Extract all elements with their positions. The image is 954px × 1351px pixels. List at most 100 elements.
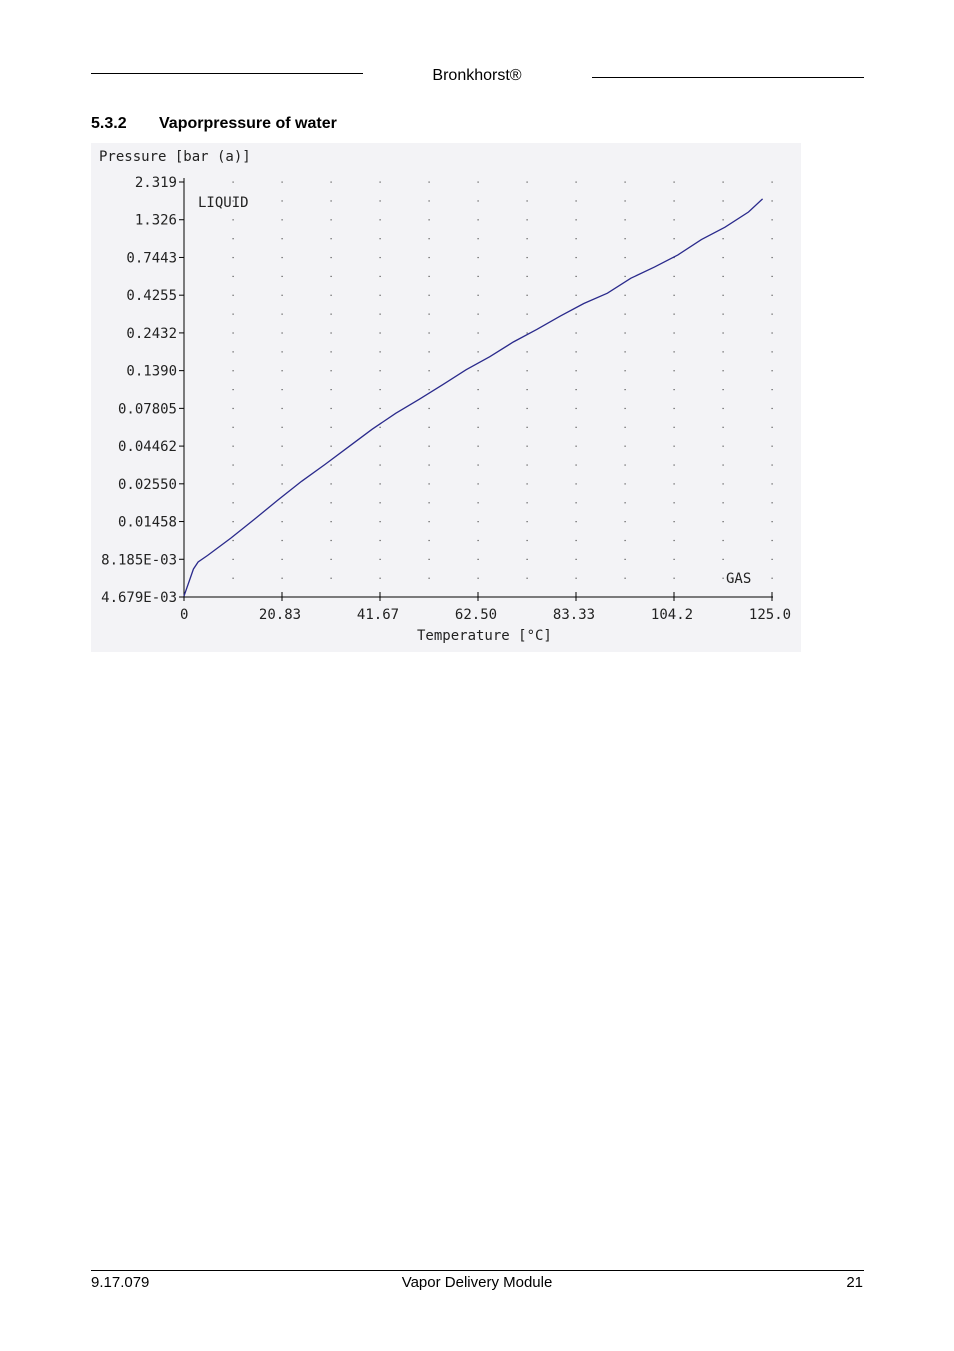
grid-dot [771, 200, 773, 202]
grid-dot [232, 407, 234, 410]
y-tick-label: 0.01458 [118, 515, 177, 531]
grid-dot [428, 313, 430, 315]
x-axis-title: Temperature [°C] [417, 628, 552, 644]
grid-dot [330, 426, 332, 428]
grid-dot [722, 200, 724, 202]
grid-dot [526, 200, 528, 202]
grid-dot [771, 464, 773, 466]
x-tick-label: 0 [180, 607, 188, 623]
grid-dot [281, 332, 283, 334]
grid-dot [477, 426, 479, 428]
grid-dot [575, 521, 577, 523]
grid-dot [379, 351, 381, 353]
vapor-pressure-chart: Pressure [bar (a)] Temperature [°C] LIQU… [99, 149, 791, 644]
grid-dot [330, 539, 332, 542]
grid-dot [428, 483, 430, 485]
y-tick-label: 0.04462 [118, 439, 177, 455]
grid-dot [232, 351, 234, 353]
grid-dot [722, 181, 724, 183]
grid-dot [771, 256, 773, 259]
x-tick-label: 41.67 [357, 607, 399, 623]
grid-dot [428, 464, 430, 466]
grid-dot [379, 200, 381, 202]
grid-dot [428, 256, 430, 259]
grid-dot [771, 181, 773, 183]
grid-dot [624, 200, 626, 202]
grid-dot [624, 539, 626, 542]
grid-dot [477, 407, 479, 410]
grid-dot [281, 294, 283, 296]
grid-dot [281, 558, 283, 560]
grid-dot [575, 464, 577, 466]
grid-dot [232, 238, 234, 240]
grid-dot [330, 294, 332, 296]
grid-dot [575, 577, 577, 579]
grid-dot [428, 539, 430, 542]
section-number: 5.3.2 [91, 115, 127, 132]
grid-dot [428, 200, 430, 202]
grid-dot [281, 389, 283, 391]
grid-dot [379, 464, 381, 466]
grid-dot [379, 502, 381, 504]
grid-dot [771, 332, 773, 334]
grid-dot [771, 577, 773, 579]
x-tick-label: 62.50 [455, 607, 497, 623]
grid-dot [526, 426, 528, 428]
grid-dot [575, 256, 577, 259]
liquid-annotation: LIQUID [198, 195, 249, 211]
grid-dot [526, 445, 528, 447]
x-tick-label: 83.33 [553, 607, 595, 623]
grid-dot [281, 539, 283, 542]
x-tick-label: 20.83 [259, 607, 301, 623]
grid-dot [428, 577, 430, 579]
grid-dot [575, 426, 577, 428]
grid-dot [673, 313, 675, 315]
y-tick-label: 0.1390 [126, 364, 177, 380]
grid-dot [477, 389, 479, 391]
grid-dot [477, 181, 479, 183]
grid-dot [722, 238, 724, 240]
grid-dot [428, 445, 430, 447]
grid-dot [379, 256, 381, 259]
y-tick-label: 0.2432 [126, 326, 177, 342]
grid-dot [477, 539, 479, 542]
grid-dot [575, 238, 577, 240]
footer-page-number: 21 [846, 1274, 863, 1291]
grid-dot [624, 445, 626, 447]
grid-dot [526, 483, 528, 485]
grid-dot [526, 351, 528, 353]
grid-dot [771, 445, 773, 447]
grid-dot [526, 464, 528, 466]
grid-dot [379, 181, 381, 183]
grid-dot [477, 275, 479, 278]
grid-dot [575, 483, 577, 485]
grid-dot [281, 256, 283, 259]
grid-dot [281, 426, 283, 428]
y-tick-label: 0.07805 [118, 401, 177, 417]
grid-dot [526, 521, 528, 523]
grid-dot [673, 464, 675, 466]
footer-rule [91, 1270, 864, 1271]
grid-dot [232, 502, 234, 504]
grid-dot [624, 502, 626, 504]
grid-dot [771, 219, 773, 221]
y-tick-label: 0.02550 [118, 477, 177, 493]
grid-dot [379, 389, 381, 391]
grid-dot [232, 200, 234, 202]
grid-dot [673, 332, 675, 334]
grid-dot [673, 351, 675, 353]
grid-dot [281, 521, 283, 523]
grid-dot [624, 238, 626, 240]
header-rule-left [91, 73, 363, 74]
grid-dot [526, 577, 528, 579]
grid-dot [428, 407, 430, 410]
grid-dot [330, 332, 332, 334]
grid-dot [575, 445, 577, 447]
grid-dot [722, 539, 724, 542]
grid-dot [232, 445, 234, 447]
grid-dot [477, 370, 479, 372]
grid-dot [477, 445, 479, 447]
grid-dot [330, 275, 332, 278]
grid-dot [379, 219, 381, 221]
grid-dot [477, 502, 479, 504]
